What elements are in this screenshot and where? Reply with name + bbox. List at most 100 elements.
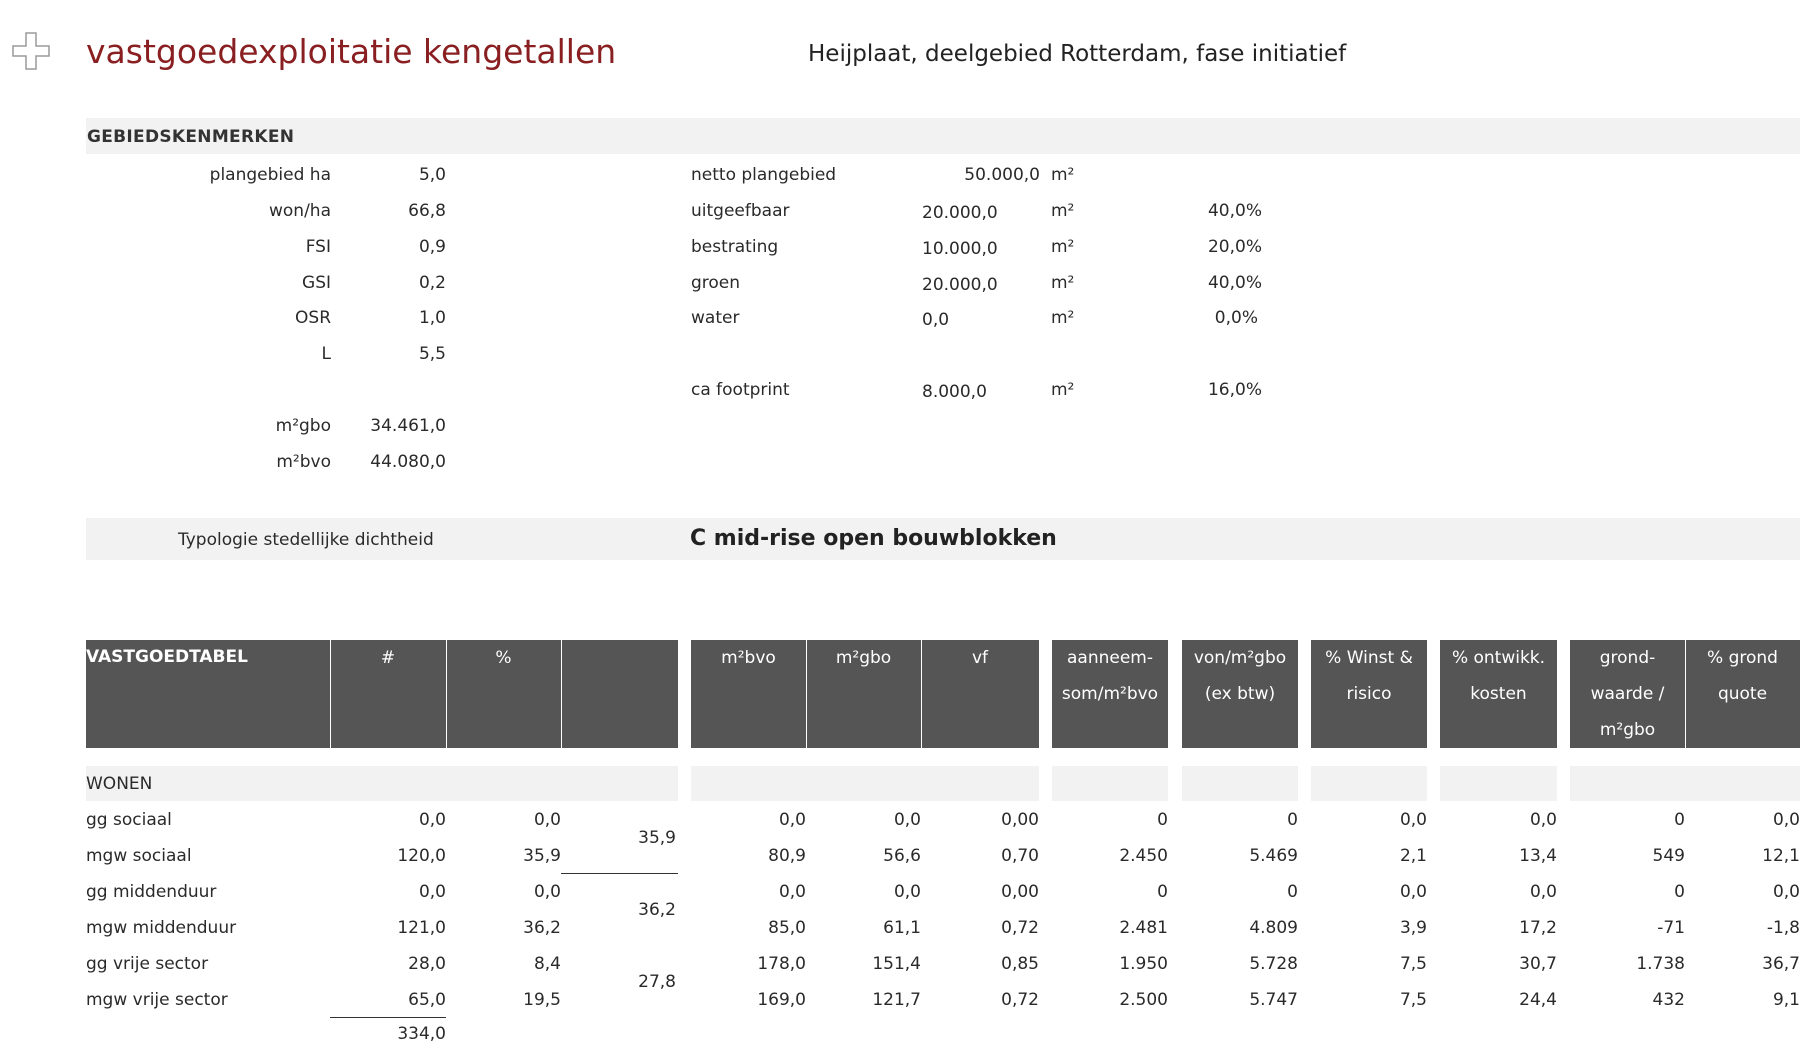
kenmerk-label: L — [321, 344, 331, 364]
wonen-band — [1052, 766, 1168, 801]
cell-bvo: 169,0 — [757, 990, 806, 1010]
cell-count: 0,0 — [418, 882, 446, 902]
kenmerk-label: GSI — [302, 273, 331, 293]
col-grondquote-header: % grond quote — [1707, 648, 1778, 704]
row-name: gg sociaal — [86, 810, 172, 830]
wonen-band — [1570, 766, 1800, 801]
cell-von: 4.809 — [1249, 918, 1298, 938]
area-value: 20.000,0 — [922, 275, 998, 295]
area-value: 0,0 — [922, 310, 950, 330]
header-divider — [330, 640, 331, 748]
cell-gbo: 61,1 — [883, 918, 921, 938]
header-block-winst — [1311, 640, 1427, 748]
cell-grondwaarde: 0 — [1674, 882, 1685, 902]
cell-gbo: 151,4 — [872, 954, 921, 974]
kenmerk-label: plangebied ha — [209, 165, 331, 185]
cell-aanneem: 2.500 — [1119, 990, 1168, 1010]
cell-von: 0 — [1287, 810, 1298, 830]
footprint-label: ca footprint — [691, 380, 790, 400]
col-von-header: von/m²gbo (ex btw) — [1193, 648, 1287, 704]
cell-gbo: 56,6 — [883, 846, 921, 866]
wonen-band — [691, 766, 1039, 801]
subtotal-divider — [561, 873, 678, 874]
cell-pct: 0,0 — [533, 882, 561, 902]
cell-aanneem: 0 — [1157, 882, 1168, 902]
cell-grondwaarde: 0 — [1674, 810, 1685, 830]
cell-gbo: 121,7 — [872, 990, 921, 1010]
cell-pct: 36,2 — [523, 918, 561, 938]
header-block-von — [1182, 640, 1298, 748]
cell-winst: 7,5 — [1399, 990, 1427, 1010]
cell-grondquote: 9,1 — [1772, 990, 1800, 1010]
cell-ontw: 0,0 — [1529, 810, 1557, 830]
cell-winst: 0,0 — [1399, 810, 1427, 830]
header-divider — [1685, 640, 1686, 748]
subtotal-middenduur: 36,2 — [638, 900, 676, 920]
col-aanneem-header: aanneem- som/m²bvo — [1061, 648, 1159, 704]
kenmerk-label: won/ha — [269, 201, 331, 221]
kenmerk-label: m²gbo — [275, 416, 331, 436]
cell-aanneem: 2.481 — [1119, 918, 1168, 938]
cell-count: 65,0 — [408, 990, 446, 1010]
netto-label: netto plangebied — [691, 165, 837, 185]
kenmerk-value: 5,0 — [418, 165, 446, 185]
table-title: VASTGOEDTABEL — [86, 647, 248, 667]
header-block-ontw — [1440, 640, 1557, 748]
cell-grondwaarde: 432 — [1652, 990, 1685, 1010]
row-name: mgw vrije sector — [86, 990, 228, 1010]
unit-label: m² — [1051, 165, 1075, 185]
area-pct: 0,0% — [1214, 308, 1258, 328]
kenmerk-label: m²bvo — [276, 452, 331, 472]
cell-pct: 35,9 — [523, 846, 561, 866]
cell-count: 121,0 — [397, 918, 446, 938]
kenmerk-value: 0,9 — [418, 237, 446, 257]
area-value: 10.000,0 — [922, 239, 998, 259]
kenmerk-value: 44.080,0 — [370, 452, 446, 472]
plus-icon[interactable] — [12, 32, 50, 70]
gebiedskenmerken-band — [86, 118, 1800, 154]
header-block-area — [691, 640, 1039, 748]
kenmerk-value: 0,2 — [418, 273, 446, 293]
cell-ontw: 30,7 — [1519, 954, 1557, 974]
cell-grondwaarde: 549 — [1652, 846, 1685, 866]
cell-grondquote: 0,0 — [1772, 882, 1800, 902]
page-subtitle: Heijplaat, deelgebied Rotterdam, fase in… — [808, 41, 1347, 67]
netto-value: 50.000,0 — [964, 165, 1040, 185]
typologie-value: C mid-rise open bouwblokken — [690, 526, 1057, 551]
cell-ontw: 17,2 — [1519, 918, 1557, 938]
cell-vf: 0,70 — [1001, 846, 1039, 866]
col-vf-header: vf — [971, 648, 989, 668]
cell-grondquote: 12,1 — [1762, 846, 1800, 866]
area-pct: 40,0% — [1207, 273, 1262, 293]
cell-von: 5.469 — [1249, 846, 1298, 866]
cell-winst: 7,5 — [1399, 954, 1427, 974]
wonen-band — [1440, 766, 1557, 801]
kenmerk-label: FSI — [305, 237, 331, 257]
total-count: 334,0 — [397, 1024, 446, 1044]
area-label: uitgeefbaar — [691, 201, 790, 221]
kenmerk-label: OSR — [295, 308, 331, 328]
cell-bvo: 80,9 — [768, 846, 806, 866]
header-divider — [806, 640, 807, 748]
area-pct: 20,0% — [1207, 237, 1262, 257]
cell-vf: 0,72 — [1001, 918, 1039, 938]
cell-ontw: 13,4 — [1519, 846, 1557, 866]
cell-von: 0 — [1287, 882, 1298, 902]
cell-von: 5.728 — [1249, 954, 1298, 974]
area-label: water — [691, 308, 740, 328]
header-divider — [921, 640, 922, 748]
header-block-aanneem — [1052, 640, 1168, 748]
cell-bvo: 85,0 — [768, 918, 806, 938]
total-divider — [330, 1017, 446, 1018]
unit-label: m² — [1051, 237, 1075, 257]
row-name: mgw sociaal — [86, 846, 192, 866]
cell-count: 0,0 — [418, 810, 446, 830]
area-value: 20.000,0 — [922, 203, 998, 223]
footprint-value: 8.000,0 — [922, 382, 987, 402]
col-grondwaarde-header: grond- waarde / m²gbo — [1590, 648, 1665, 740]
section-label: WONEN — [86, 774, 153, 794]
cell-bvo: 178,0 — [757, 954, 806, 974]
cell-winst: 2,1 — [1399, 846, 1427, 866]
unit-label: m² — [1051, 308, 1075, 328]
header-block-left — [86, 640, 678, 748]
